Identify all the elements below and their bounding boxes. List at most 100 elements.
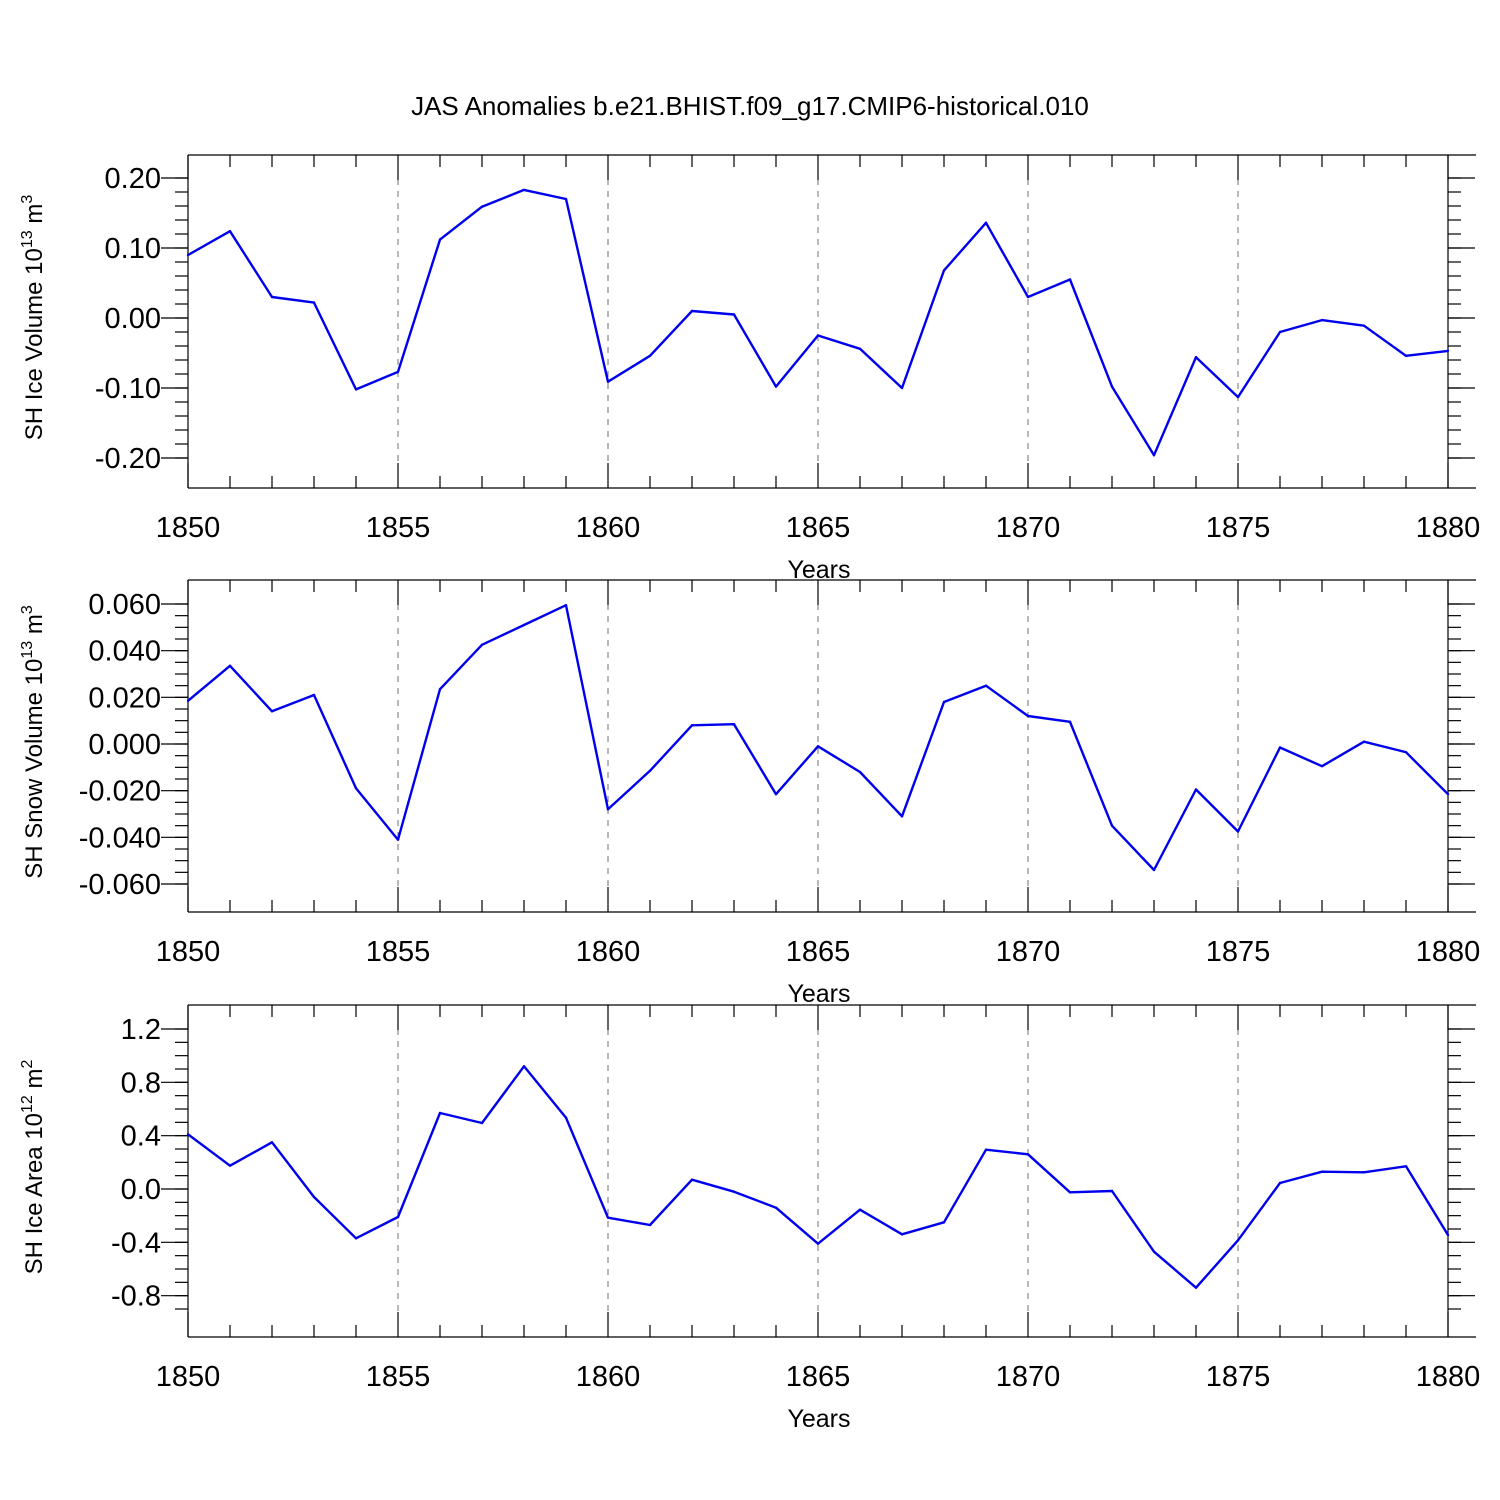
data-point (648, 769, 652, 773)
data-point (480, 205, 484, 208)
data-point (312, 301, 316, 304)
data-point (396, 838, 400, 841)
data-point (1026, 714, 1030, 718)
y-axis-title-superscript: 3 (19, 605, 36, 614)
y-tick-label: 0.4 (121, 1121, 161, 1153)
data-point (1278, 1181, 1282, 1185)
x-tick-label: 1850 (156, 512, 221, 544)
data-point (1362, 324, 1366, 327)
data-point (186, 699, 190, 703)
data-point (774, 1206, 778, 1209)
x-tick-label: 1850 (156, 936, 221, 968)
y-axis-title: SH Ice Volume 1013 m3 (19, 195, 48, 441)
data-point (1236, 1239, 1240, 1242)
x-tick-label: 1865 (786, 512, 851, 544)
data-point (1068, 720, 1072, 724)
data-point (690, 724, 694, 727)
panel-1: 1850 1855 1860 1865 1870 1875 1880 Years -0.20 -0… (19, 154, 1481, 584)
data-point (858, 347, 862, 350)
y-tick-label: 0.20 (105, 163, 161, 195)
data-point (354, 787, 358, 790)
x-tick-label: 1865 (786, 1361, 851, 1393)
data-point (396, 370, 400, 374)
data-point (354, 388, 358, 391)
panels: 1850 1855 1860 1865 1870 1875 1880 Years -0.20 -0… (19, 154, 1481, 1433)
y-tick-label: 1.2 (121, 1014, 161, 1046)
y-axis-title: SH Ice Area 1012 m2 (19, 1060, 48, 1275)
data-point (312, 1195, 316, 1199)
data-point (522, 623, 526, 627)
data-point (774, 385, 778, 388)
data-point (774, 792, 778, 796)
data-point (312, 693, 316, 697)
data-point (690, 309, 694, 313)
data-point (1278, 330, 1282, 334)
data-point (228, 230, 232, 233)
x-tick-label: 1870 (996, 936, 1061, 968)
y-tick-label: -0.020 (79, 776, 161, 808)
y-tick-label: 0.020 (88, 682, 161, 714)
y-tick-label: 0.060 (88, 589, 161, 621)
x-tick-label: 1855 (366, 512, 431, 544)
data-point (942, 269, 946, 272)
data-point (564, 197, 568, 201)
data-point (1446, 792, 1450, 796)
data-point (438, 238, 442, 241)
y-tick-label: 0.10 (105, 233, 161, 265)
data-point (1320, 1170, 1324, 1173)
y-axis-title-superscript: 12 (19, 1095, 36, 1113)
y-axis-title-text: SH Ice Area 10 (21, 1113, 48, 1274)
y-axis-title-text: SH Ice Volume 10 (21, 248, 48, 440)
data-point (606, 380, 610, 383)
data-point (1152, 1250, 1156, 1253)
data-point (1320, 318, 1324, 322)
data-point (816, 334, 820, 337)
x-tick-label: 1860 (576, 1361, 641, 1393)
data-point (900, 386, 904, 390)
y-tick-label: 0.8 (121, 1067, 161, 1099)
x-axis-title: Years (787, 556, 850, 584)
data-point (1110, 1189, 1114, 1193)
x-tick-label: 1880 (1416, 512, 1481, 544)
data-point (606, 808, 610, 811)
x-tick-label: 1860 (576, 936, 641, 968)
data-point (942, 1221, 946, 1224)
data-point (690, 1178, 694, 1181)
data-point (1320, 764, 1324, 768)
data-point (438, 687, 442, 691)
x-tick-label: 1865 (786, 936, 851, 968)
data-point (438, 1111, 442, 1115)
x-tick-label: 1870 (996, 1361, 1061, 1393)
y-tick-label: 0.00 (105, 303, 161, 335)
y-tick-label: -0.10 (95, 373, 161, 405)
data-point (186, 1133, 190, 1136)
data-point (396, 1215, 400, 1219)
y-axis-title-superscript: 2 (19, 1060, 36, 1069)
panel-3: 1850 1855 1860 1865 1870 1875 1880 Years -0.8 -0.… (19, 1004, 1480, 1433)
y-tick-label: 0.040 (88, 636, 161, 668)
y-axis-title-text: m (21, 1069, 48, 1096)
data-point (480, 643, 484, 647)
data-point (228, 664, 232, 668)
data-point (732, 313, 736, 316)
y-tick-label: -0.20 (95, 443, 161, 475)
x-axis-title: Years (787, 980, 850, 1008)
data-point (228, 1164, 232, 1167)
data-point (984, 221, 988, 224)
data-point (480, 1121, 484, 1125)
y-axis-title-text: m (21, 204, 48, 231)
x-tick-label: 1880 (1416, 936, 1481, 968)
data-point (984, 1148, 988, 1151)
data-point (1362, 740, 1366, 743)
data-point (1152, 868, 1156, 872)
data-point (1446, 1233, 1450, 1237)
y-tick-label: -0.4 (111, 1227, 161, 1259)
data-point (900, 1233, 904, 1236)
data-point (1068, 1191, 1072, 1194)
data-point (1194, 1286, 1198, 1289)
data-point (858, 1208, 862, 1211)
data-point (1110, 824, 1114, 827)
data-point (732, 1190, 736, 1193)
x-tick-label: 1850 (156, 1361, 221, 1393)
y-tick-label: -0.060 (79, 869, 161, 901)
